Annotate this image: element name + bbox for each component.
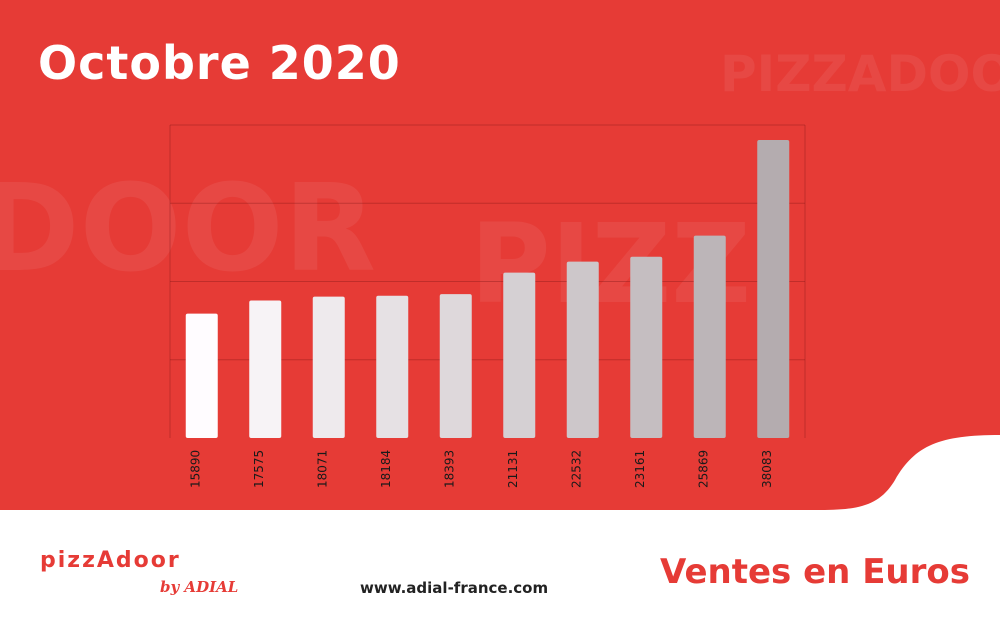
pizzadoor-logo: pizzAdoor by ADIAL — [40, 548, 250, 608]
bar — [439, 294, 472, 438]
bar-label: 18071 — [315, 450, 329, 488]
page-title: Octobre 2020 — [38, 36, 401, 90]
bar — [312, 296, 345, 438]
bar-label: 22532 — [569, 450, 583, 488]
bar — [503, 272, 536, 438]
bar-label: 18184 — [379, 450, 393, 488]
chart-subtitle: Ventes en Euros — [659, 552, 970, 592]
logo-main-text: pizzAdoor — [40, 548, 181, 573]
bar — [566, 261, 599, 438]
website-link[interactable]: www.adial-france.com — [360, 579, 549, 597]
logo-sub-text: by ADIAL — [160, 578, 239, 596]
bar-label: 38083 — [760, 450, 774, 488]
bar — [376, 295, 409, 438]
bar-label: 25869 — [696, 450, 710, 488]
bar-label: 17575 — [252, 450, 266, 488]
bar — [630, 256, 663, 438]
bar-label: 23161 — [633, 450, 647, 488]
bar — [249, 300, 282, 438]
bar — [693, 235, 726, 438]
bar — [185, 313, 218, 438]
bar-label: 15890 — [188, 450, 202, 488]
bar-label: 21131 — [506, 450, 520, 488]
bar-label: 18393 — [442, 450, 456, 488]
bar — [757, 140, 790, 438]
